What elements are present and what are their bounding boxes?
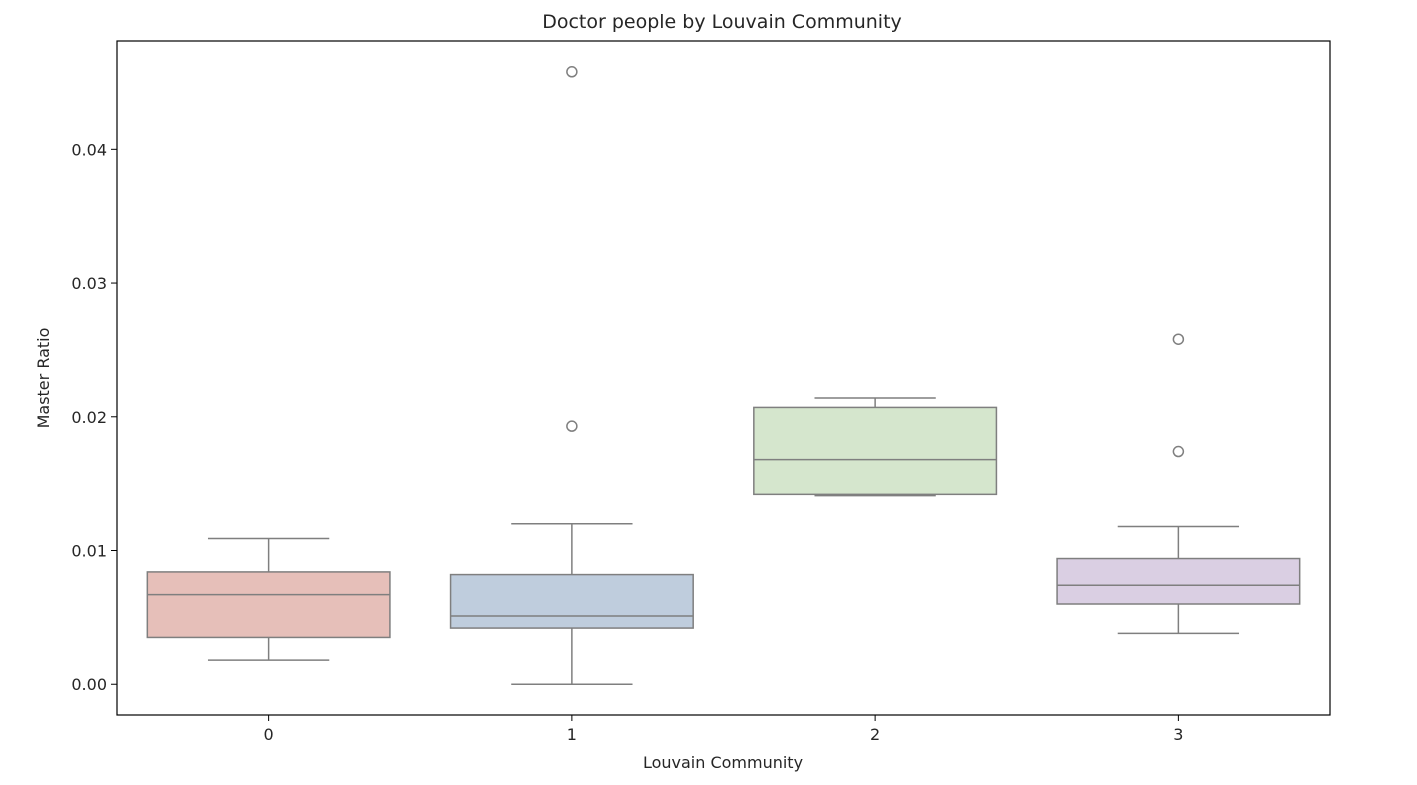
outlier-1-1 [566, 66, 578, 78]
y-tick-label: 0.03 [71, 274, 107, 293]
box-2 [753, 406, 998, 496]
x-tick-label: 1 [567, 725, 577, 744]
chart-title: Doctor people by Louvain Community [542, 11, 902, 33]
axes-frame [116, 40, 1331, 716]
y-tick-label: 0.02 [71, 408, 107, 427]
box-0 [146, 571, 391, 639]
box-group-0 [146, 537, 391, 661]
x-tick-label: 2 [870, 725, 880, 744]
y-tick-label: 0.00 [71, 675, 107, 694]
x-axis-label: Louvain Community [643, 753, 803, 772]
plot-area [146, 66, 1301, 685]
box-group-2 [753, 397, 998, 497]
outlier-1-0 [566, 420, 578, 432]
x-tick-label: 0 [264, 725, 274, 744]
x-axis: 0 1 2 3 [264, 715, 1183, 744]
box-group-3 [1056, 333, 1301, 635]
outlier-3-1 [1172, 333, 1185, 345]
box-1 [449, 573, 694, 629]
y-tick-label: 0.04 [71, 140, 107, 159]
y-axis-label: Master Ratio [34, 328, 53, 429]
y-axis: 0.00 0.01 0.02 0.03 0.04 [71, 140, 117, 694]
x-tick-label: 3 [1173, 725, 1183, 744]
y-tick-label: 0.01 [71, 542, 107, 561]
outlier-3-0 [1172, 445, 1185, 458]
box-3 [1056, 557, 1301, 605]
box-group-1 [449, 66, 694, 685]
